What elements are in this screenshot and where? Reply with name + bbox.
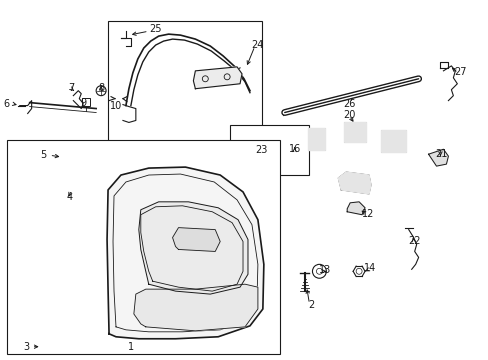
- Polygon shape: [309, 129, 323, 134]
- Text: 22: 22: [407, 235, 420, 246]
- Text: 7: 7: [68, 83, 74, 93]
- Text: 10: 10: [110, 100, 122, 111]
- Polygon shape: [172, 228, 220, 251]
- Text: 24: 24: [251, 40, 264, 50]
- Polygon shape: [338, 172, 370, 194]
- Text: 15: 15: [353, 176, 366, 186]
- Text: 19: 19: [380, 136, 392, 146]
- Bar: [7, 140, 279, 354]
- Polygon shape: [134, 284, 257, 331]
- Text: 9: 9: [80, 98, 86, 108]
- Polygon shape: [346, 202, 365, 215]
- Polygon shape: [309, 143, 323, 148]
- Text: 2: 2: [308, 300, 314, 310]
- Text: 14: 14: [363, 263, 375, 273]
- Polygon shape: [139, 202, 247, 294]
- Text: 20: 20: [342, 109, 355, 120]
- Polygon shape: [193, 67, 242, 89]
- Text: 4: 4: [66, 192, 72, 202]
- Text: 27: 27: [453, 67, 466, 77]
- Text: 3: 3: [23, 342, 30, 352]
- Polygon shape: [344, 122, 366, 142]
- Text: 23: 23: [255, 145, 267, 155]
- Text: 17: 17: [224, 77, 236, 87]
- Polygon shape: [309, 136, 323, 141]
- Text: 11: 11: [189, 210, 201, 220]
- Text: 12: 12: [361, 209, 373, 219]
- Bar: [230, 125, 309, 175]
- Text: 25: 25: [149, 24, 162, 34]
- Polygon shape: [307, 129, 325, 150]
- Polygon shape: [107, 167, 264, 339]
- Text: 8: 8: [98, 83, 104, 93]
- Text: 5: 5: [40, 150, 46, 160]
- Bar: [82, 98, 90, 105]
- Text: 13: 13: [319, 265, 331, 275]
- Text: 26: 26: [342, 99, 355, 109]
- Polygon shape: [427, 149, 447, 166]
- Text: 21: 21: [434, 149, 447, 159]
- Text: 16: 16: [288, 144, 300, 154]
- Text: 6: 6: [4, 99, 10, 109]
- Text: 18: 18: [308, 129, 320, 139]
- Text: 1: 1: [127, 342, 134, 352]
- Polygon shape: [380, 130, 405, 152]
- Bar: [108, 21, 262, 175]
